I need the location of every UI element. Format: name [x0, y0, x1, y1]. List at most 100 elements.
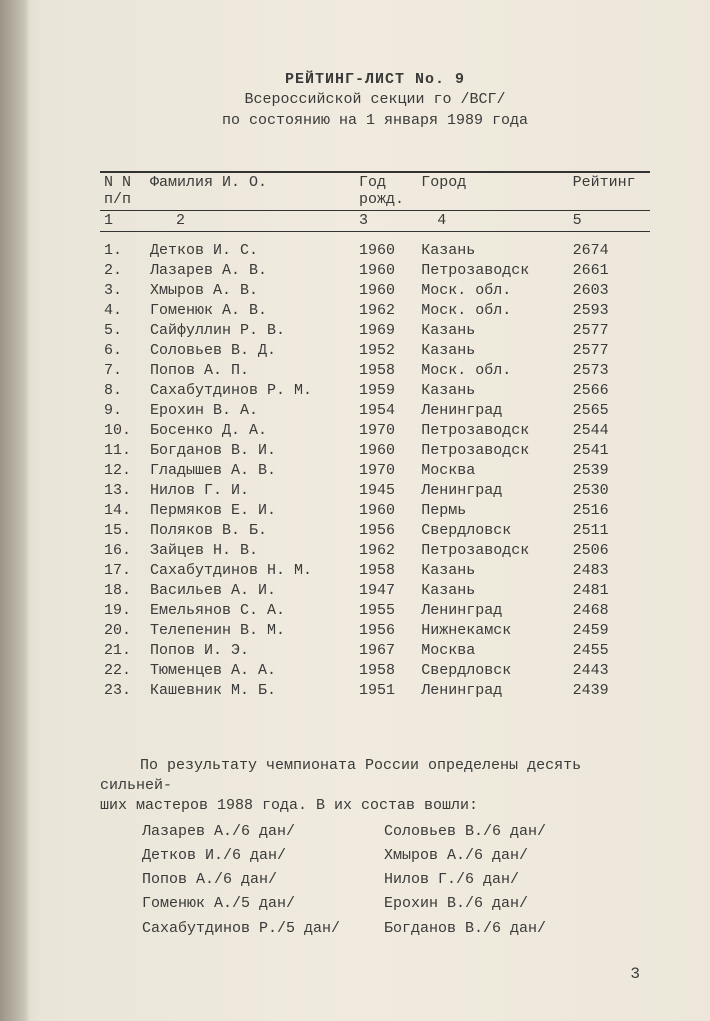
cell-num: 16.: [100, 541, 146, 561]
title-main: РЕЙТИНГ-ЛИСТ No. 9: [100, 70, 650, 90]
cell-rating: 2566: [569, 381, 650, 401]
cell-num: 23.: [100, 681, 146, 701]
cell-city: Казань: [417, 381, 568, 401]
header-row: N N п/п Фамилия И. О. Год рожд. Город Ре…: [100, 173, 650, 210]
cell-year: 1969: [355, 321, 417, 341]
cell-year: 1960: [355, 501, 417, 521]
table-row: 3.Хмыров А. В.1960Моск. обл.2603: [100, 281, 650, 301]
cell-name: Телепенин В. М.: [146, 621, 355, 641]
cell-num: 13.: [100, 481, 146, 501]
cell-year: 1970: [355, 461, 417, 481]
master-left: Попов А./6 дан/: [142, 869, 382, 891]
cell-city: Ленинград: [417, 681, 568, 701]
footer-intro-line2: ших мастеров 1988 года. В их состав вошл…: [100, 796, 650, 816]
cell-num: 2.: [100, 261, 146, 281]
table-row: 6.Соловьев В. Д.1952Казань2577: [100, 341, 650, 361]
table-row: 1.Детков И. С.1960Казань2674: [100, 241, 650, 261]
masters-row: Сахабутдинов Р./5 дан/Богданов В./6 дан/: [142, 918, 556, 940]
cell-rating: 2661: [569, 261, 650, 281]
cell-year: 1952: [355, 341, 417, 361]
col-header-name: Фамилия И. О.: [146, 173, 355, 210]
table-row: 5.Сайфуллин Р. В.1969Казань2577: [100, 321, 650, 341]
cell-year: 1960: [355, 441, 417, 461]
cell-year: 1951: [355, 681, 417, 701]
col-header-city: Город: [417, 173, 568, 210]
table-row: 10.Босенко Д. А.1970Петрозаводск2544: [100, 421, 650, 441]
table-row: 11.Богданов В. И.1960Петрозаводск2541: [100, 441, 650, 461]
cell-rating: 2593: [569, 301, 650, 321]
cell-num: 3.: [100, 281, 146, 301]
cell-city: Свердловск: [417, 521, 568, 541]
cell-year: 1967: [355, 641, 417, 661]
master-left: Лазарев А./6 дан/: [142, 821, 382, 843]
cell-city: Пермь: [417, 501, 568, 521]
cell-city: Петрозаводск: [417, 421, 568, 441]
cell-year: 1958: [355, 361, 417, 381]
masters-row: Гоменюк А./5 дан/Ерохин В./6 дан/: [142, 893, 556, 915]
cell-year: 1960: [355, 241, 417, 261]
cell-num: 7.: [100, 361, 146, 381]
cell-name: Детков И. С.: [146, 241, 355, 261]
cell-year: 1956: [355, 621, 417, 641]
footer-intro-line1: По результату чемпионата России определе…: [100, 756, 650, 797]
cell-city: Моск. обл.: [417, 301, 568, 321]
cell-num: 21.: [100, 641, 146, 661]
cell-num: 8.: [100, 381, 146, 401]
col-header-num-l2: п/п: [104, 192, 142, 209]
cell-name: Зайцев Н. В.: [146, 541, 355, 561]
cell-num: 11.: [100, 441, 146, 461]
cell-year: 1960: [355, 281, 417, 301]
cell-city: Казань: [417, 341, 568, 361]
col-header-year-l1: Год: [359, 175, 413, 192]
table-row: 17.Сахабутдинов Н. М.1958Казань2483: [100, 561, 650, 581]
cell-rating: 2577: [569, 341, 650, 361]
cell-num: 4.: [100, 301, 146, 321]
cell-num: 12.: [100, 461, 146, 481]
master-right: Ерохин В./6 дан/: [384, 893, 556, 915]
cell-city: Моск. обл.: [417, 281, 568, 301]
cell-name: Сахабутдинов Н. М.: [146, 561, 355, 581]
cell-num: 5.: [100, 321, 146, 341]
cell-name: Нилов Г. И.: [146, 481, 355, 501]
cell-name: Сайфуллин Р. В.: [146, 321, 355, 341]
title-sub2: по состоянию на 1 января 1989 года: [100, 111, 650, 131]
cell-num: 15.: [100, 521, 146, 541]
cell-year: 1956: [355, 521, 417, 541]
cell-name: Лазарев А. В.: [146, 261, 355, 281]
cell-num: 18.: [100, 581, 146, 601]
cell-city: Петрозаводск: [417, 261, 568, 281]
cell-city: Нижнекамск: [417, 621, 568, 641]
table-row: 23.Кашевник М. Б.1951Ленинград2439: [100, 681, 650, 701]
cell-rating: 2468: [569, 601, 650, 621]
cell-year: 1958: [355, 561, 417, 581]
table-row: 15.Поляков В. Б.1956Свердловск2511: [100, 521, 650, 541]
table-row: 22.Тюменцев А. А.1958Свердловск2443: [100, 661, 650, 681]
cell-name: Поляков В. Б.: [146, 521, 355, 541]
table-row: 12.Гладышев А. В.1970Москва2539: [100, 461, 650, 481]
table-row: 13.Нилов Г. И.1945Ленинград2530: [100, 481, 650, 501]
master-right: Богданов В./6 дан/: [384, 918, 556, 940]
cell-city: Петрозаводск: [417, 541, 568, 561]
cell-name: Попов А. П.: [146, 361, 355, 381]
cell-rating: 2565: [569, 401, 650, 421]
cell-num: 10.: [100, 421, 146, 441]
cell-num: 17.: [100, 561, 146, 581]
cell-name: Попов И. Э.: [146, 641, 355, 661]
cell-num: 22.: [100, 661, 146, 681]
cell-name: Соловьев В. Д.: [146, 341, 355, 361]
cell-rating: 2506: [569, 541, 650, 561]
cell-rating: 2483: [569, 561, 650, 581]
table-row: 4.Гоменюк А. В.1962Моск. обл.2593: [100, 301, 650, 321]
cell-year: 1959: [355, 381, 417, 401]
cell-name: Тюменцев А. А.: [146, 661, 355, 681]
cell-city: Казань: [417, 561, 568, 581]
cell-name: Пермяков Е. И.: [146, 501, 355, 521]
cell-rating: 2439: [569, 681, 650, 701]
colnum-5: 5: [569, 211, 650, 231]
table-row: 16.Зайцев Н. В.1962Петрозаводск2506: [100, 541, 650, 561]
master-right: Хмыров А./6 дан/: [384, 845, 556, 867]
title-block: РЕЙТИНГ-ЛИСТ No. 9 Всероссийской секции …: [100, 70, 650, 131]
master-right: Соловьев В./6 дан/: [384, 821, 556, 843]
cell-city: Ленинград: [417, 401, 568, 421]
page-number: 3: [630, 965, 640, 983]
